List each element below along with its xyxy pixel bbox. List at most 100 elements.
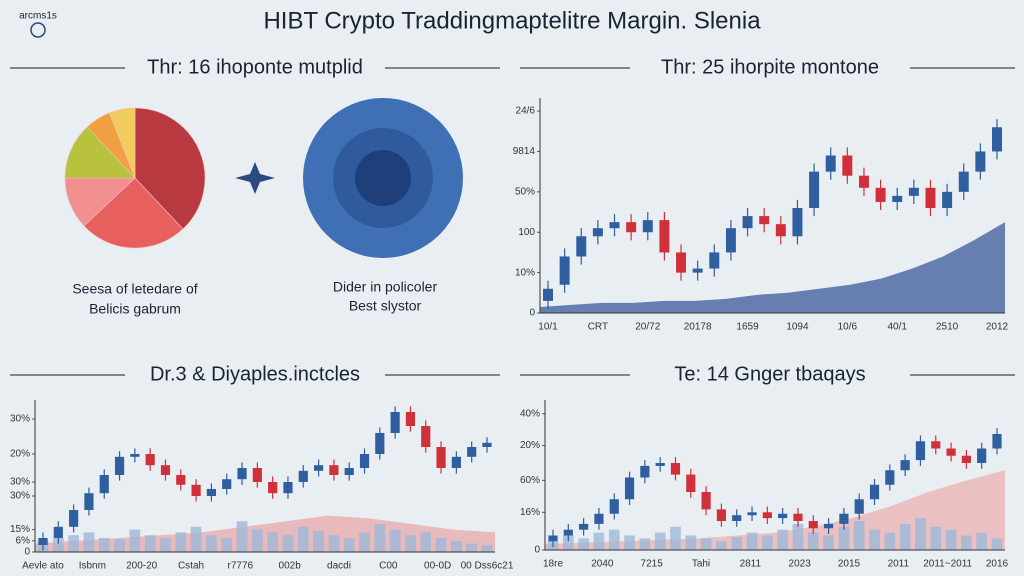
volume-bar	[175, 532, 187, 552]
volume-bar	[83, 532, 95, 552]
candle-body	[676, 252, 687, 273]
x-tick-label: Cstah	[178, 561, 204, 572]
x-tick-label: CRT	[588, 322, 608, 333]
x-tick-label: 10/1	[538, 322, 558, 333]
volume-bar	[915, 518, 926, 550]
candle-body	[252, 468, 262, 482]
candle-body	[176, 475, 186, 485]
candle-body	[946, 448, 956, 456]
volume-bar	[481, 545, 493, 552]
x-tick-label: C00	[379, 561, 398, 572]
candle-body	[436, 447, 446, 468]
volume-bar	[389, 529, 401, 552]
x-tick-label: 20178	[684, 322, 712, 333]
x-tick-label: 10/6	[838, 322, 858, 333]
y-tick-label: 16%	[520, 507, 540, 518]
volume-bar	[685, 535, 697, 550]
volume-bar	[328, 535, 340, 552]
volume-bar	[593, 532, 605, 550]
x-tick-label: 2011~2011	[923, 559, 972, 570]
x-tick-label: 2023	[789, 559, 812, 570]
x-tick-label: 00-0D	[424, 561, 451, 572]
candle-body	[742, 216, 753, 229]
candle-body	[375, 433, 385, 454]
logo-icon	[30, 22, 46, 38]
volume-bar	[792, 523, 804, 550]
volume-bar	[838, 526, 850, 550]
annotation: Seesa of letedare of	[72, 281, 197, 297]
volume-bar	[98, 538, 110, 552]
candle-body	[961, 455, 971, 463]
volume-bar	[313, 531, 324, 552]
candle-body	[915, 441, 926, 461]
candle-body	[823, 523, 834, 529]
x-tick-label: 1659	[736, 322, 759, 333]
y-tick-label: 24/6	[516, 106, 536, 117]
volume-bar	[420, 532, 432, 552]
x-tick-label: 7215	[641, 559, 664, 570]
volume-bar	[976, 532, 988, 550]
volume-bar	[884, 532, 896, 550]
candle-body	[692, 268, 703, 273]
y-tick-label: 0	[534, 545, 540, 556]
annotation: Belicis gabrum	[89, 301, 181, 317]
candle-body	[579, 523, 589, 530]
volume-bar	[466, 543, 478, 552]
candle-body	[222, 479, 232, 489]
candle-body	[313, 465, 324, 471]
candle-body	[298, 470, 308, 482]
candle-body	[145, 454, 155, 466]
x-tick-label: 200-20	[126, 561, 158, 572]
x-tick-label: 002b	[279, 561, 302, 572]
candle-body	[854, 499, 864, 514]
candle-body	[99, 475, 109, 494]
volume-bar	[282, 535, 294, 552]
candle-body	[344, 468, 354, 475]
candle-body	[329, 465, 339, 475]
candle-body	[548, 535, 558, 542]
candle-body	[160, 465, 171, 475]
candle-body	[992, 127, 1002, 152]
x-tick-label: 2040	[591, 559, 614, 570]
volume-bar	[52, 538, 64, 552]
y-tick-label: 30%	[10, 491, 30, 502]
volume-bar	[807, 532, 819, 550]
candle-body	[762, 512, 772, 519]
candle-body	[390, 412, 400, 433]
volume-bar	[297, 526, 309, 552]
candle-body	[908, 187, 919, 196]
volume-bar	[343, 538, 355, 552]
x-tick-label: Tahi	[692, 559, 710, 570]
y-tick-label: 6%	[16, 535, 31, 546]
candle-body	[421, 426, 431, 447]
candle-body	[875, 187, 886, 202]
volume-bar	[853, 521, 865, 550]
y-tick-label: 100	[518, 227, 535, 238]
candle-body	[809, 171, 820, 208]
volume-bar	[129, 529, 141, 552]
candle-body	[655, 463, 665, 466]
x-tick-label: 2015	[838, 559, 861, 570]
candle-body	[716, 509, 727, 521]
volume-bar	[777, 529, 789, 550]
candle-body	[931, 441, 941, 449]
pie-slice	[64, 126, 136, 179]
x-tick-label: dacdi	[327, 561, 351, 572]
y-tick-label: 60%	[520, 475, 540, 486]
x-tick-label: 2811	[740, 559, 762, 570]
candle-body	[670, 463, 681, 475]
x-tick-label: 20/72	[635, 322, 660, 333]
volume-bar	[251, 529, 263, 552]
y-tick-label: 0	[529, 308, 535, 319]
candle-body	[958, 171, 969, 192]
candle-body	[778, 513, 788, 519]
candle-body	[130, 454, 140, 457]
candle-body	[869, 484, 880, 500]
candle-body	[609, 222, 620, 229]
candle-body	[467, 447, 477, 457]
candle-body	[543, 288, 553, 301]
volume-bar	[144, 535, 156, 552]
x-tick-label: 1094	[786, 322, 809, 333]
volume-bar	[761, 535, 773, 550]
volume-bar	[562, 535, 574, 550]
